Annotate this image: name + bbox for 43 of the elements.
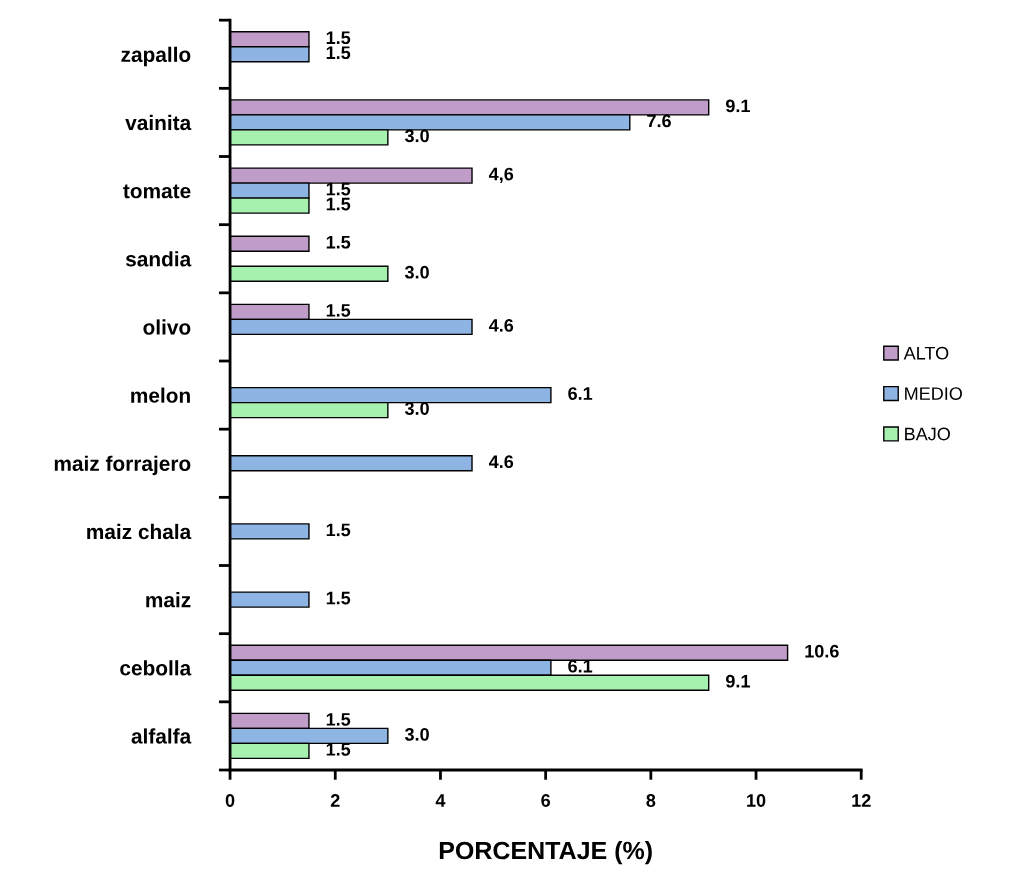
x-tick-label: 8 [646,794,656,807]
data-label: 1.5 [326,304,351,317]
legend-label: MEDIO [905,387,962,400]
y-tick-label: alfalfa [131,728,192,744]
data-label: 1.5 [326,236,351,249]
data-label: 1.5 [326,713,351,726]
data-label: 4.6 [488,455,514,469]
y-tick-label: maiz chala [87,523,192,540]
data-label: 1.5 [326,46,351,60]
legend-label: BAJO [905,427,950,441]
data-label: 9.1 [725,99,750,113]
data-label: 3.0 [404,265,429,279]
data-label: 10.6 [805,644,839,658]
y-tick-label: melon [131,387,190,403]
x-tick-label: 4 [435,794,446,807]
x-tick-label: 2 [330,794,340,807]
data-label: 1.5 [326,31,351,45]
y-tick-label: tomate [123,184,191,199]
y-tick-label: cebolla [120,660,192,676]
data-label: 1.5 [326,523,351,537]
data-label: 6.1 [568,387,593,400]
legend-label: ALTO [903,346,949,360]
y-tick-label: maiz forrajero [54,455,191,476]
data-label: 1.5 [326,182,351,196]
data-label: 4,6 [488,167,514,184]
x-tick-label: 12 [852,794,871,807]
y-tick-label: zapallo [121,46,191,67]
data-label: 9.1 [725,674,750,688]
data-label: 1.5 [326,591,351,605]
x-tick-label: 0 [225,794,235,807]
data-label: 1.5 [326,197,351,211]
data-label: 7.6 [647,114,671,128]
y-tick-label: maiz [146,592,191,608]
data-label: 3.0 [404,727,429,741]
x-tick-label: 6 [541,794,551,807]
y-tick-label: sandia [125,251,192,267]
data-label: 4.6 [488,318,514,332]
data-label: 3.0 [404,402,429,415]
x-axis-title: PORCENTAJE (%) [439,841,652,865]
x-tick-label: 10 [747,794,766,807]
data-label: 3.0 [404,129,429,143]
y-tick-label: vainita [125,114,192,131]
y-tick-label: olivo [143,319,191,335]
